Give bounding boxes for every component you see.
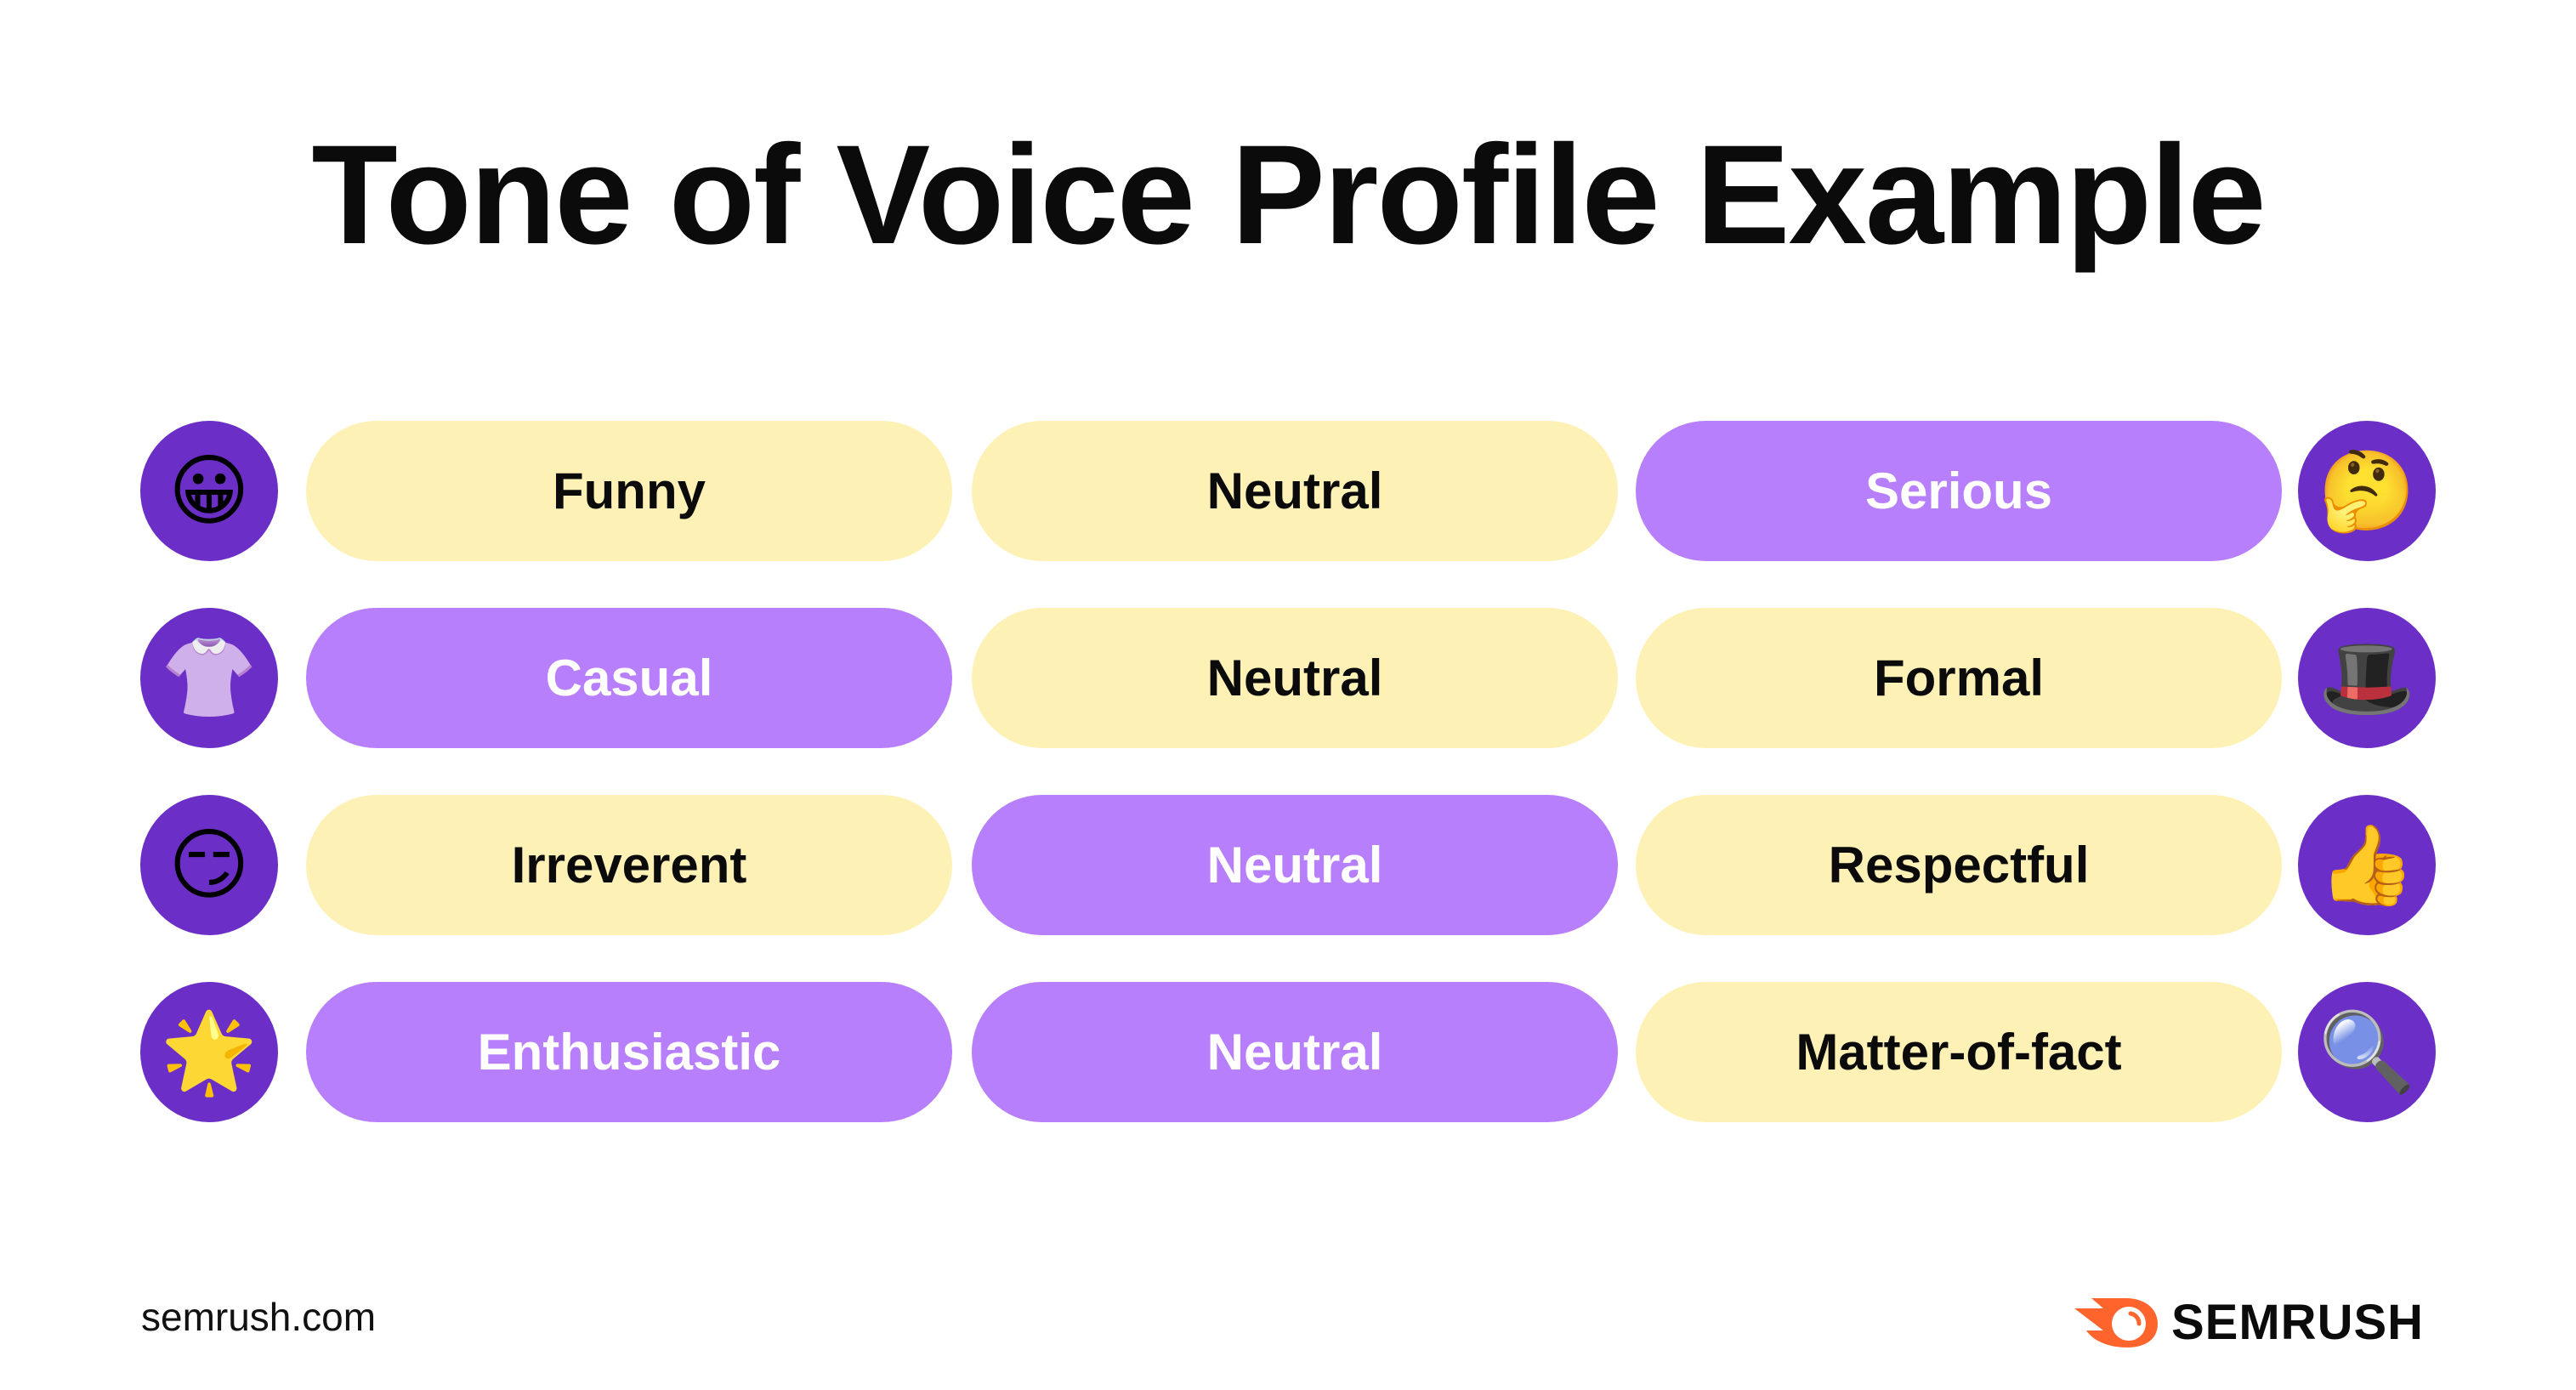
tone-option-neutral: Neutral xyxy=(972,795,1618,935)
tone-option-irreverent: Irreverent xyxy=(306,795,952,935)
semrush-logo-text: SEMRUSH xyxy=(2171,1295,2425,1350)
tone-option-casual: Casual xyxy=(306,608,952,748)
magnifying-glass-icon: 🔍 xyxy=(2298,982,2436,1122)
glowing-star-icon: 🌟 xyxy=(140,982,278,1122)
tone-option-formal: Formal xyxy=(1636,608,2282,748)
tone-option-serious: Serious xyxy=(1636,421,2282,561)
page-title: Tone of Voice Profile Example xyxy=(311,116,2266,274)
tone-row: 😏 Irreverent Neutral Respectful 👍 xyxy=(0,795,2576,935)
thumbs-up-icon: 👍 xyxy=(2298,795,2436,935)
tone-row: 👚 Casual Neutral Formal 🎩 xyxy=(0,608,2576,748)
footer-url: semrush.com xyxy=(141,1295,377,1339)
tone-option-neutral: Neutral xyxy=(972,608,1618,748)
tone-option-matter-of-fact: Matter-of-fact xyxy=(1636,982,2282,1122)
top-hat-icon: 🎩 xyxy=(2298,608,2436,748)
thinking-face-icon: 🤔 xyxy=(2298,421,2436,561)
smirking-face-icon: 😏 xyxy=(140,795,278,935)
semrush-flame-icon xyxy=(2074,1297,2158,1347)
semrush-logo: SEMRUSH xyxy=(2074,1294,2424,1351)
tone-option-funny: Funny xyxy=(306,421,952,561)
grinning-face-icon: 😀 xyxy=(140,421,278,561)
blouse-icon: 👚 xyxy=(140,608,278,748)
tone-option-neutral: Neutral xyxy=(972,982,1618,1122)
tone-option-respectful: Respectful xyxy=(1636,795,2282,935)
tone-row: 🌟 Enthusiastic Neutral Matter-of-fact 🔍 xyxy=(0,982,2576,1122)
tone-option-neutral: Neutral xyxy=(972,421,1618,561)
tone-option-enthusiastic: Enthusiastic xyxy=(306,982,952,1122)
tone-row: 😀 Funny Neutral Serious 🤔 xyxy=(0,421,2576,561)
